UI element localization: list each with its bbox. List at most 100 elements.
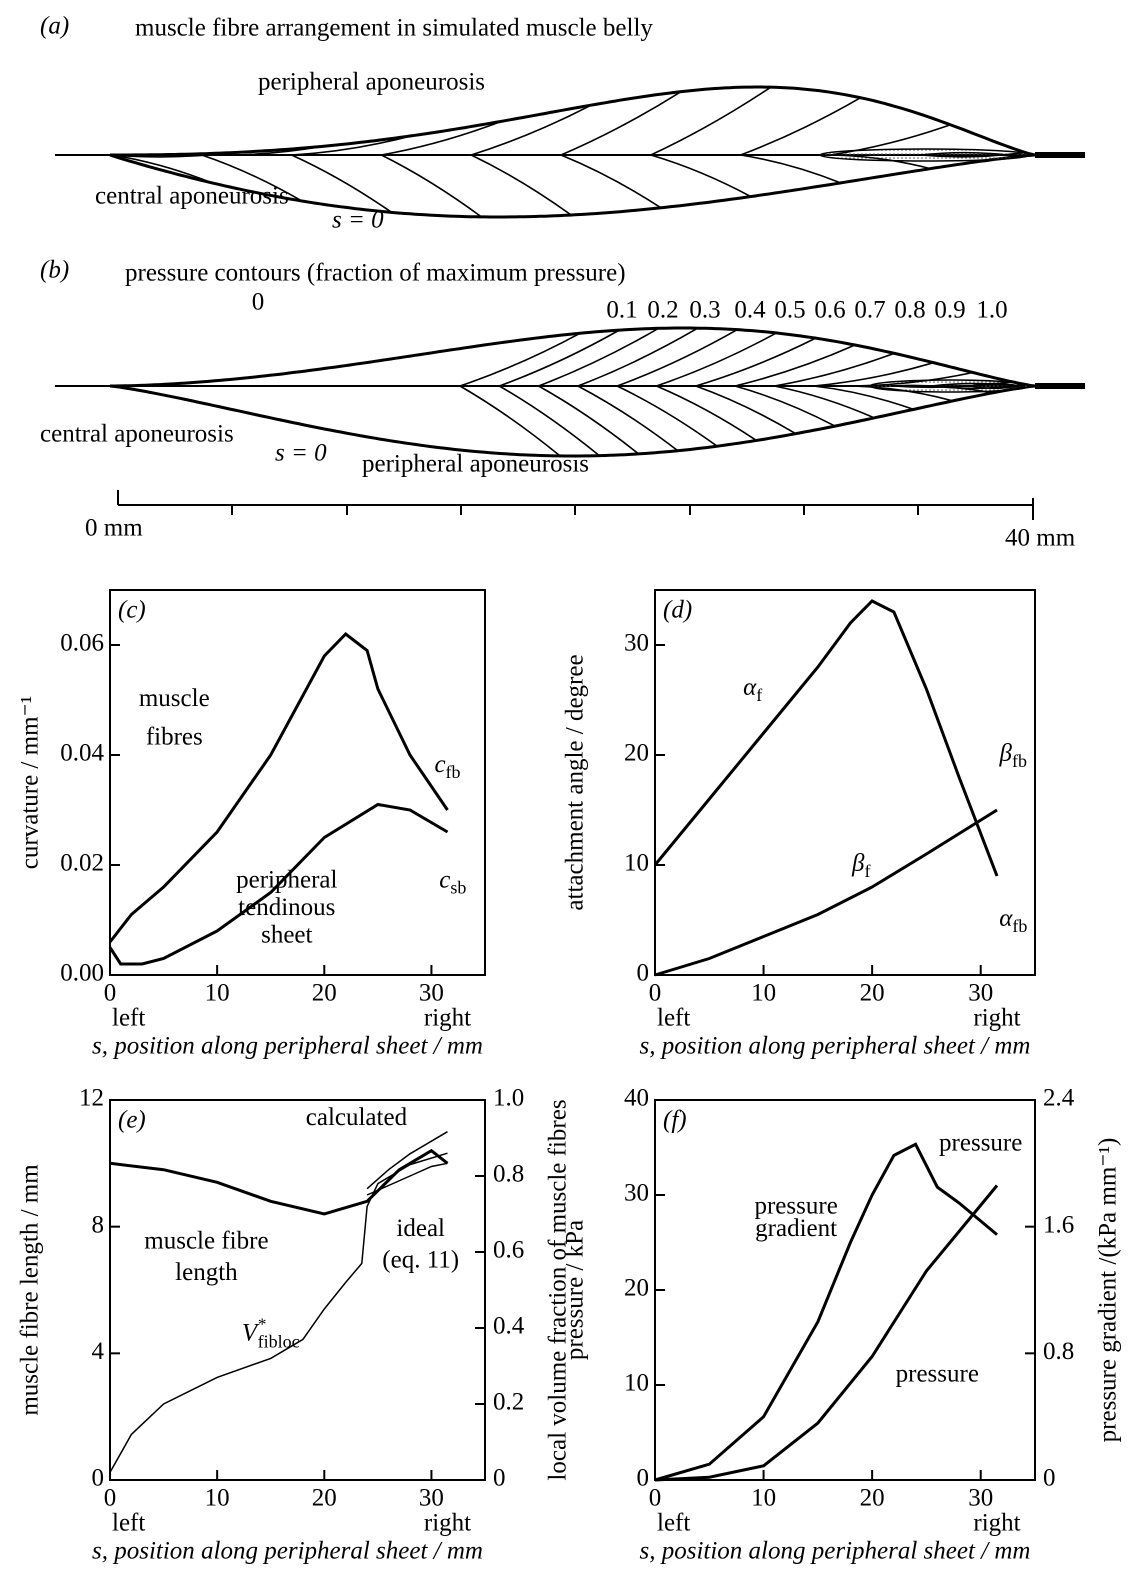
- annotation-text: pressure: [896, 1360, 979, 1387]
- y-axis-title: attachment angle / degree: [562, 654, 589, 910]
- y2-tick-label: 0: [1043, 1465, 1056, 1492]
- fibre: [656, 385, 757, 442]
- y-tick-label: 12: [79, 1085, 104, 1112]
- fibre: [830, 154, 931, 170]
- annotation: pressure: [754, 1192, 837, 1219]
- annotation-text: β: [999, 740, 1013, 767]
- contour-label: 0.1: [606, 297, 637, 324]
- y-tick-label: 10: [624, 1370, 649, 1397]
- annotation: peripheral: [236, 866, 337, 893]
- annotation: pressure: [896, 1360, 979, 1387]
- panel-title: pressure contours (fraction of maximum p…: [125, 260, 626, 287]
- annotation-sub: fb: [1012, 916, 1027, 936]
- contour-label: 0.5: [774, 297, 805, 324]
- annotation-text: c: [434, 751, 445, 778]
- fibre: [920, 151, 1021, 158]
- data-line: [366, 1131, 448, 1190]
- fibre: [695, 337, 817, 387]
- panel-title: muscle fibre arrangement in simulated mu…: [135, 15, 653, 42]
- fibre: [499, 329, 620, 387]
- y2-tick-label: 1.0: [493, 1085, 524, 1112]
- fibre: [740, 97, 861, 156]
- y2-tick-label: 0: [493, 1465, 506, 1492]
- x-tick-label: 0: [649, 1485, 662, 1512]
- annotation-text: pressure: [939, 1129, 1022, 1156]
- fibre: [381, 154, 482, 218]
- fibre: [498, 385, 600, 457]
- fibre: [201, 145, 322, 157]
- fibre: [470, 154, 572, 216]
- fibre: [538, 327, 659, 387]
- x-tick-label: 0: [649, 980, 662, 1007]
- annotation: muscle: [139, 685, 210, 712]
- data-line: [366, 1162, 448, 1196]
- y2-tick-label: 1.6: [1043, 1211, 1074, 1238]
- fibre: [650, 86, 772, 156]
- y-tick-label: 0.04: [60, 740, 104, 767]
- x-tick-label: 20: [860, 1485, 885, 1512]
- fibre: [774, 352, 895, 387]
- fibre: [470, 104, 592, 156]
- data-line: [653, 599, 999, 877]
- fibre: [111, 154, 213, 184]
- y-tick-label: 10: [624, 850, 649, 877]
- x-end-label: right: [973, 1005, 1020, 1032]
- y-tick-label: 0: [92, 1465, 105, 1492]
- annotation-sup: *: [257, 1314, 266, 1333]
- contour-label: 0.2: [647, 297, 678, 324]
- annotation: sheet: [261, 921, 312, 948]
- data-line: [109, 1152, 448, 1473]
- x-tick-label: 30: [968, 980, 993, 1007]
- fibre: [560, 90, 682, 156]
- fibre: [813, 385, 914, 411]
- y2-axis-title: pressure gradient /(kPa mm⁻¹): [1095, 1138, 1122, 1443]
- annotation-text: muscle: [139, 685, 210, 712]
- fibre: [650, 154, 752, 198]
- annotation-text: ideal: [396, 1215, 445, 1242]
- y2-tick-label: 0.8: [493, 1161, 524, 1188]
- annotation: ideal: [396, 1215, 445, 1242]
- fibre: [459, 332, 581, 387]
- fibre: [774, 385, 875, 419]
- y-axis-title: muscle fibre length / mm: [17, 1164, 44, 1416]
- x-tick-label: 20: [312, 1485, 337, 1512]
- y2-tick-label: 0.6: [493, 1237, 524, 1264]
- fibre: [852, 371, 974, 387]
- fibre: [111, 151, 233, 158]
- y-tick-label: 0.06: [60, 630, 104, 657]
- annotation-sub: fb: [446, 762, 461, 782]
- data-line: [109, 1148, 449, 1216]
- panel-label: (d): [663, 597, 692, 624]
- plot-frame: [654, 1099, 1036, 1481]
- x-end-label: left: [657, 1005, 690, 1032]
- annotation-text: c: [439, 866, 450, 893]
- x-end-label: left: [112, 1510, 145, 1537]
- fibre: [577, 327, 699, 387]
- fibre: [656, 332, 777, 387]
- panel-label: (e): [118, 1107, 146, 1134]
- scale-label: 40 mm: [1005, 525, 1076, 552]
- y-axis-title: curvature / mm⁻¹: [17, 696, 44, 869]
- annotation-text: α: [999, 905, 1013, 932]
- fibre: [291, 135, 412, 156]
- contour-label: 0.4: [734, 297, 766, 324]
- annotation-text: length: [175, 1259, 238, 1286]
- x-axis-title: s, position along peripheral sheet / mm: [92, 1538, 483, 1565]
- y-tick-label: 40: [624, 1085, 649, 1112]
- fibre: [813, 361, 934, 387]
- annotation: αfb: [999, 905, 1027, 936]
- plot-frame: [109, 589, 486, 976]
- data-line: [654, 1142, 998, 1482]
- y-tick-label: 30: [624, 1180, 649, 1207]
- annotation-text: calculated: [306, 1104, 408, 1131]
- annotation-sub: sb: [450, 878, 466, 898]
- data-line: [108, 802, 449, 966]
- annotation-sub: f: [865, 861, 871, 881]
- x-tick-label: 20: [312, 980, 337, 1007]
- annotation: pressure: [939, 1129, 1022, 1156]
- contour-label: 0.3: [689, 297, 720, 324]
- x-tick-label: 30: [419, 980, 444, 1007]
- x-tick-label: 0: [104, 980, 117, 1007]
- x-tick-label: 30: [419, 1485, 444, 1512]
- fibre: [970, 382, 1026, 388]
